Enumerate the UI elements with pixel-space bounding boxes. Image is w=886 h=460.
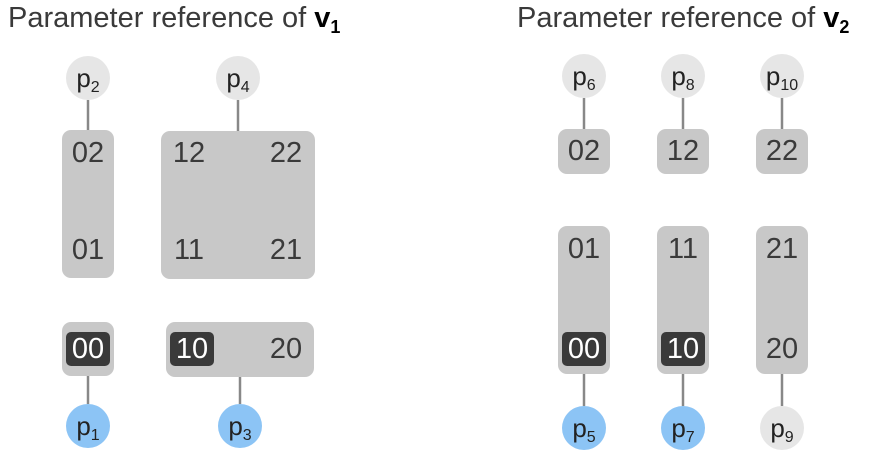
- node-p9-base: p: [770, 413, 785, 443]
- title-v2-sub: 2: [839, 17, 850, 37]
- node-p4-sub: 4: [240, 79, 250, 96]
- cell-v2-22: 22: [765, 135, 799, 167]
- node-p10-sub: 10: [780, 77, 799, 94]
- node-p7: p7: [661, 406, 705, 450]
- node-p6-base: p: [572, 61, 587, 91]
- cell-v1-00: 00: [66, 332, 110, 366]
- cell-v2-11: 11: [667, 233, 699, 265]
- cell-v1-01: 01: [71, 234, 105, 266]
- node-p1: p1: [66, 404, 110, 448]
- node-p5: p5: [562, 406, 606, 450]
- node-p5-sub: 5: [586, 429, 596, 446]
- node-p1-sub: 1: [90, 427, 100, 444]
- cell-v1-20: 20: [269, 333, 303, 365]
- node-p8-sub: 8: [685, 77, 695, 94]
- node-p10-base: p: [765, 61, 781, 91]
- node-p3: p3: [218, 404, 262, 448]
- cell-v2-20: 20: [765, 333, 799, 365]
- cell-v2-21: 21: [765, 233, 799, 265]
- title-v1-var: v: [314, 2, 331, 34]
- node-p3-sub: 3: [242, 427, 252, 444]
- cell-v2-01: 01: [567, 233, 601, 265]
- v1-box-12-22: [161, 131, 315, 279]
- cell-v2-10: 10: [661, 332, 705, 366]
- cell-v1-22: 22: [269, 137, 303, 169]
- node-p6-sub: 6: [586, 77, 596, 94]
- cell-v1-21: 21: [269, 234, 303, 266]
- title-v2: Parameter reference of v2: [517, 2, 849, 38]
- title-v2-var: v: [823, 2, 840, 34]
- title-v2-prefix: Parameter reference of: [517, 2, 824, 34]
- node-p2-base: p: [76, 63, 91, 93]
- cell-v2-00: 00: [562, 332, 606, 366]
- v2-box-02: [558, 129, 610, 174]
- node-p8: p8: [661, 54, 705, 98]
- cell-v1-10: 10: [170, 332, 214, 366]
- node-p7-base: p: [671, 413, 686, 443]
- node-p1-base: p: [76, 411, 91, 441]
- cell-v1-11: 11: [173, 234, 205, 266]
- node-p10: p10: [760, 54, 804, 98]
- cell-v1-12: 12: [172, 137, 206, 169]
- node-p7-sub: 7: [685, 429, 695, 446]
- title-v1-sub: 1: [330, 17, 341, 37]
- node-p3-base: p: [228, 411, 243, 441]
- cell-v2-12: 12: [666, 135, 700, 167]
- node-p9: p9: [760, 406, 804, 450]
- v2-box-22: [756, 129, 808, 174]
- node-p8-base: p: [671, 61, 686, 91]
- node-p5-base: p: [572, 413, 587, 443]
- cell-v2-02: 02: [567, 135, 601, 167]
- v2-box-21-20: [756, 226, 808, 374]
- title-v1-prefix: Parameter reference of: [8, 2, 315, 34]
- title-v1: Parameter reference of v1: [8, 2, 340, 38]
- v1-box-0x: [62, 130, 114, 278]
- node-p2-sub: 2: [90, 79, 100, 96]
- v2-box-12: [657, 129, 709, 174]
- node-p2: p2: [66, 56, 110, 100]
- cell-v1-02: 02: [71, 137, 105, 169]
- node-p6: p6: [562, 54, 606, 98]
- node-p4-base: p: [226, 63, 241, 93]
- node-p9-sub: 9: [784, 429, 794, 446]
- node-p4: p4: [216, 56, 260, 100]
